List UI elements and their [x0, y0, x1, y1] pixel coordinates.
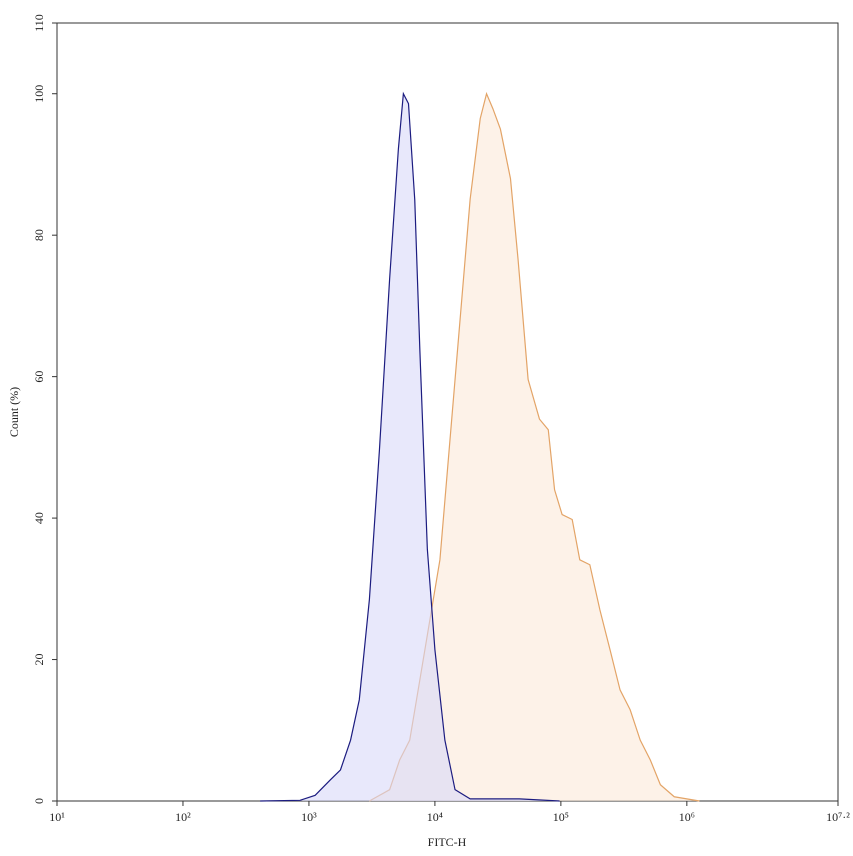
- y-tick-label: 40: [32, 512, 46, 524]
- y-tick-label: 20: [32, 654, 46, 666]
- y-axis-title: Count (%): [7, 387, 21, 437]
- x-tick-label: 10²: [175, 810, 191, 824]
- y-tick-label: 100: [32, 85, 46, 103]
- y-tick-label: 0: [32, 798, 46, 804]
- y-tick-label: 80: [32, 229, 46, 241]
- histogram-line: [260, 91, 560, 802]
- x-tick-label: 10⁶: [679, 810, 695, 824]
- x-tick-label: 10⁴: [427, 810, 443, 824]
- x-tick-label: 10³: [301, 810, 317, 824]
- y-tick-label: 110: [32, 14, 46, 32]
- histogram-line: [369, 91, 700, 802]
- histogram-area: [369, 93, 700, 801]
- x-axis-title: FITC-H: [428, 835, 467, 849]
- histogram-area: [260, 93, 560, 801]
- x-tick-label: 10⁵: [553, 810, 569, 824]
- y-tick-label: 60: [32, 371, 46, 383]
- x-tick-label: 10¹: [49, 810, 65, 824]
- x-tick-label: 10⁷·²: [826, 810, 850, 824]
